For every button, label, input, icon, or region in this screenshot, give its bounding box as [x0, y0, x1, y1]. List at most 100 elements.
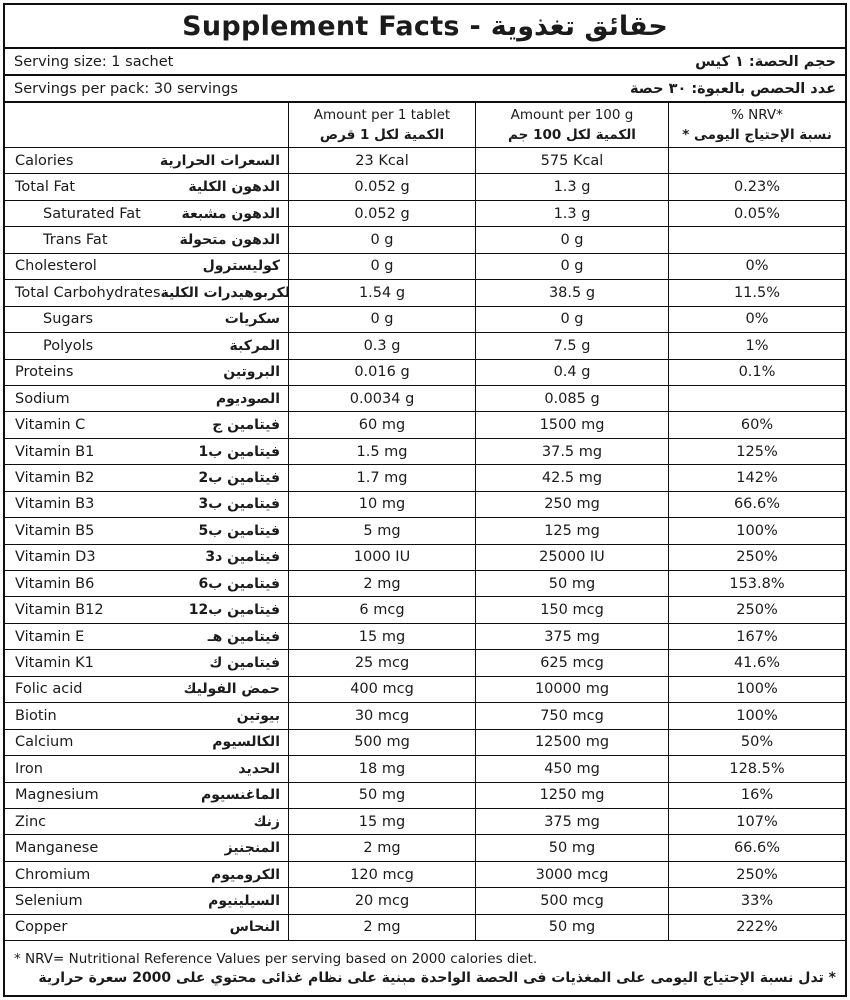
nutrient-name-en: Vitamin D3 — [15, 549, 96, 566]
nutrient-name-ar: فيتامين هـ — [207, 628, 280, 645]
nrv-percent-value: 250% — [668, 861, 845, 888]
amount-per-100g-value: 250 mg — [475, 491, 668, 518]
nutrient-name-ar: فيتامين ب5 — [198, 522, 280, 539]
amount-per-tablet-value: 400 mcg — [288, 676, 475, 703]
amount-per-tablet-value: 2 mg — [288, 835, 475, 861]
nutrient-name-ar: السيلينيوم — [208, 892, 280, 909]
table-row: Sodium الصوديوم 0.0034 g 0.085 g — [5, 385, 845, 413]
nutrient-name-en: Iron — [15, 760, 43, 777]
nutrient-name-cell: Sugars سكريات — [5, 307, 288, 332]
nutrient-name-cell: Vitamin D3 فيتامين د3 — [5, 545, 288, 570]
footnote-ar: * تدل نسبة الإحتياج اليومى على المغذيات … — [38, 969, 836, 986]
serving-size-ar: حجم الحصة: ١ كيس — [695, 53, 836, 70]
nutrient-name-cell: Vitamin K1 فيتامين ك — [5, 650, 288, 675]
nutrient-name-en: Selenium — [15, 892, 83, 909]
nutrient-name-ar: فيتامين ب2 — [198, 469, 280, 486]
nutrient-name-en: Vitamin B2 — [15, 469, 95, 486]
nutrient-name-cell: Trans Fat الدهون متحولة — [5, 227, 288, 252]
amount-per-tablet-value: 1000 IU — [288, 544, 475, 570]
table-row: Proteins البروتين 0.016 g 0.4 g 0.1% — [5, 359, 845, 386]
nutrient-name-en: Vitamin B5 — [15, 522, 95, 539]
nutrient-name-cell: Selenium السيلينيوم — [5, 888, 288, 913]
nutrient-name-en: Total Carbohydrates — [15, 284, 161, 301]
nutrient-name-cell: Vitamin B12 فيتامين ب12 — [5, 597, 288, 622]
amount-per-tablet-value: 6 mcg — [288, 597, 475, 623]
table-row: Vitamin B2 فيتامين ب2 1.7 mg 42.5 mg 142… — [5, 465, 845, 492]
nutrient-name-cell: Calories السعرات الحرارية — [5, 148, 288, 173]
nrv-percent-value: 142% — [668, 465, 845, 491]
nrv-percent-value: 125% — [668, 438, 845, 465]
nutrient-name-cell: Vitamin C فيتامين ج — [5, 412, 288, 437]
nutrient-name-cell: Vitamin B1 فيتامين ب1 — [5, 439, 288, 464]
nutrient-name-en: Vitamin B3 — [15, 496, 95, 513]
table-row: Vitamin B6 فيتامين ب6 2 mg 50 mg 153.8% — [5, 571, 845, 598]
amount-per-tablet-value: 15 mg — [288, 808, 475, 835]
amount-per-100g-value: 38.5 g — [475, 280, 668, 306]
amount-per-100g-value: 500 mcg — [475, 888, 668, 914]
nutrient-name-ar: فيتامين ب6 — [198, 575, 280, 592]
nutrient-name-cell: Chromium الكروميوم — [5, 862, 288, 887]
amount-per-tablet-value: 60 mg — [288, 412, 475, 438]
nutrient-name-ar: الكربوهيدرات الكلية — [160, 284, 288, 301]
nutrient-name-en: Calories — [15, 152, 74, 169]
amount-per-100g-value: 0 g — [475, 227, 668, 253]
amount-per-100g-value: 750 mcg — [475, 703, 668, 729]
nrv-percent-value: 100% — [668, 703, 845, 729]
nutrient-name-ar: زنك — [253, 813, 280, 830]
amount-per-tablet-value: 20 mcg — [288, 888, 475, 914]
amount-per-tablet-value: 500 mg — [288, 729, 475, 756]
table-row: Vitamin C فيتامين ج 60 mg 1500 mg 60% — [5, 412, 845, 439]
nutrient-name-cell: Calcium الكالسيوم — [5, 730, 288, 755]
amount-per-100g-value: 450 mg — [475, 756, 668, 782]
table-row: Vitamin B3 فيتامين ب3 10 mg 250 mg 66.6% — [5, 491, 845, 519]
nutrient-name-en: Sodium — [15, 390, 70, 407]
nutrient-name-cell: Biotin بيوتين — [5, 703, 288, 728]
nutrient-name-en: Cholesterol — [15, 258, 97, 275]
table-row: Calories السعرات الحرارية 23 Kcal 575 Kc… — [5, 148, 845, 175]
nrv-percent-value: 41.6% — [668, 650, 845, 676]
nutrient-rows: Calories السعرات الحرارية 23 Kcal 575 Kc… — [5, 148, 845, 942]
header-per-tablet-en: Amount per 1 tablet — [313, 106, 451, 123]
table-row: Folic acid حمض الفوليك 400 mcg 10000 mg … — [5, 676, 845, 704]
amount-per-100g-value: 575 Kcal — [475, 148, 668, 174]
table-row: Saturated Fat الدهون مشبعة 0.052 g 1.3 g… — [5, 200, 845, 228]
nutrient-name-ar: فيتامين د3 — [205, 549, 280, 566]
nutrient-name-ar: المركبة — [229, 337, 281, 354]
nrv-percent-value: 128.5% — [668, 756, 845, 782]
nutrient-name-en: Vitamin B1 — [15, 443, 95, 460]
amount-per-tablet-value: 5 mg — [288, 518, 475, 544]
amount-per-tablet-value: 0 g — [288, 306, 475, 333]
amount-per-100g-value: 12500 mg — [475, 729, 668, 756]
nutrient-name-ar: الدهون مشبعة — [181, 205, 280, 222]
table-row: Magnesium الماغنسيوم 50 mg 1250 mg 16% — [5, 782, 845, 809]
nutrient-name-ar: النحاس — [229, 919, 280, 936]
amount-per-100g-value: 1.3 g — [475, 174, 668, 200]
amount-per-100g-value: 625 mcg — [475, 650, 668, 676]
nrv-percent-value: 107% — [668, 808, 845, 835]
amount-per-tablet-value: 2 mg — [288, 571, 475, 597]
supplement-facts-label: Supplement Facts - حقائق تغذوية Serving … — [3, 3, 847, 997]
nutrient-name-en: Proteins — [15, 364, 74, 381]
servings-per-pack-en: Servings per pack: 30 servings — [14, 80, 238, 97]
nrv-percent-value: 66.6% — [668, 835, 845, 861]
nutrient-name-ar: الصوديوم — [215, 390, 280, 407]
amount-per-tablet-value: 50 mg — [288, 782, 475, 808]
nrv-percent-value: 0.23% — [668, 174, 845, 200]
nutrient-name-ar: الدهون الكلية — [188, 179, 280, 196]
amount-per-tablet-value: 18 mg — [288, 756, 475, 782]
table-row: Vitamin E فيتامين هـ 15 mg 375 mg 167% — [5, 623, 845, 651]
nutrient-name-en: Saturated Fat — [43, 205, 141, 222]
nutrient-name-en: Vitamin K1 — [15, 655, 94, 672]
amount-per-100g-value: 150 mcg — [475, 597, 668, 623]
amount-per-tablet-value: 0 g — [288, 253, 475, 280]
header-empty-cell — [5, 103, 288, 147]
nutrient-name-ar: فيتامين ج — [212, 417, 280, 434]
nrv-percent-value: 16% — [668, 782, 845, 808]
nutrient-name-en: Total Fat — [15, 179, 76, 196]
nutrient-name-ar: السعرات الحرارية — [159, 152, 280, 169]
nutrient-name-cell: Saturated Fat الدهون مشبعة — [5, 201, 288, 226]
amount-per-100g-value: 25000 IU — [475, 544, 668, 570]
header-nrv: % NRV* نسبة الإحتياج اليومى * — [668, 103, 845, 147]
amount-per-tablet-value: 30 mcg — [288, 703, 475, 729]
amount-per-tablet-value: 1.5 mg — [288, 438, 475, 465]
